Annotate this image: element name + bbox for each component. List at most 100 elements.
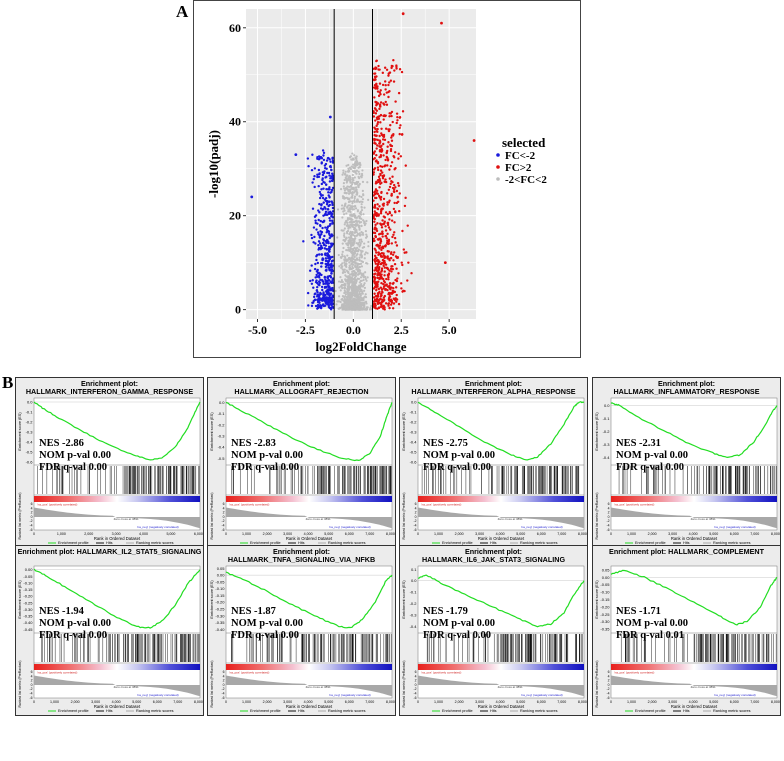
point-down xyxy=(324,285,327,289)
point-up xyxy=(397,302,401,306)
point-nonsig xyxy=(366,181,369,184)
point-nonsig xyxy=(337,253,340,257)
point-up xyxy=(393,183,396,187)
point-up xyxy=(400,282,403,285)
metric-tick-label: 2 xyxy=(31,679,33,683)
point-up xyxy=(392,59,395,62)
point-up xyxy=(393,151,397,154)
point-down xyxy=(317,184,320,188)
point-up xyxy=(389,149,393,153)
point-nonsig xyxy=(358,304,361,307)
metric-tick-label: -2 xyxy=(606,687,609,691)
point-nonsig xyxy=(351,157,355,160)
point-down xyxy=(317,175,321,179)
point-nonsig xyxy=(357,215,361,218)
point-nonsig xyxy=(365,279,368,282)
es-tick-label: -0.6 xyxy=(410,460,418,465)
point-down xyxy=(325,291,328,295)
point-up xyxy=(382,197,386,201)
point-down xyxy=(325,264,329,267)
point-up xyxy=(383,66,387,69)
es-tick-label: -0.15 xyxy=(215,593,225,598)
rank-tick-label: 1,000 xyxy=(50,700,59,704)
point-nonsig xyxy=(348,166,352,169)
point-down xyxy=(312,301,315,304)
point-up xyxy=(375,196,378,200)
metric-axis-label: Ranked list metric (PreRanked) xyxy=(595,492,599,539)
legend-profile-label: Enrichment profile xyxy=(58,541,89,545)
point-down xyxy=(318,196,322,200)
point-up xyxy=(381,208,384,211)
es-axis-label: Enrichment score (ES) xyxy=(210,412,214,451)
point-down xyxy=(323,181,326,184)
point-nonsig xyxy=(346,254,349,257)
point-up xyxy=(375,124,378,128)
point-up xyxy=(407,261,410,264)
point-up xyxy=(383,274,386,277)
point-down xyxy=(327,229,330,233)
point-down xyxy=(315,289,319,292)
point-up xyxy=(373,275,376,278)
point-up xyxy=(389,143,392,146)
point-nonsig xyxy=(341,242,344,245)
es-tick-label: -0.35 xyxy=(215,620,225,625)
point-nonsig xyxy=(353,278,357,281)
point-up xyxy=(400,287,403,290)
gsea-title: Enrichment plot: HALLMARK_ALLOGRAFT_REJE… xyxy=(234,379,369,396)
point-up xyxy=(382,264,385,268)
metric-tick-label: -2 xyxy=(606,519,609,523)
point-nonsig xyxy=(346,287,349,291)
rank-tick-label: 2,000 xyxy=(455,700,464,704)
point-up xyxy=(374,307,377,310)
point-nonsig xyxy=(349,247,352,250)
point-up xyxy=(379,297,382,300)
point-up xyxy=(377,251,380,254)
rank-gradient-bar xyxy=(226,496,392,502)
point-up xyxy=(389,300,392,303)
point-up xyxy=(375,129,378,133)
point-up xyxy=(387,304,390,307)
point-nonsig xyxy=(335,303,338,306)
point-down xyxy=(329,160,332,163)
point-extreme xyxy=(443,261,447,265)
point-down xyxy=(325,159,329,162)
point-up xyxy=(405,251,408,254)
point-up xyxy=(398,192,401,195)
point-nonsig xyxy=(348,231,352,235)
rank-gradient-bar xyxy=(34,496,200,502)
point-down xyxy=(314,242,317,245)
metric-tick-label: 4 xyxy=(415,674,417,678)
point-up xyxy=(379,223,383,226)
point-up xyxy=(384,287,387,291)
point-up xyxy=(382,93,386,96)
point-down xyxy=(317,209,320,212)
point-nonsig xyxy=(361,297,364,300)
gsea-stat-fdr: FDR q-val 0.00 xyxy=(39,630,107,641)
point-up xyxy=(378,260,381,264)
es-tick-label: -0.25 xyxy=(23,600,33,605)
point-down xyxy=(320,265,323,268)
point-up xyxy=(380,269,384,272)
point-up xyxy=(377,253,380,257)
rank-tick-label: 7,000 xyxy=(365,700,374,704)
point-up xyxy=(377,117,381,120)
rank-axis-label: Rank in Ordered Dataset xyxy=(286,536,333,541)
point-nonsig xyxy=(342,213,346,216)
point-up xyxy=(378,186,381,189)
point-nonsig xyxy=(363,242,366,245)
point-nonsig xyxy=(367,240,370,244)
enrichment-curve xyxy=(417,401,585,461)
point-up xyxy=(382,215,386,218)
point-up xyxy=(373,156,377,160)
point-down xyxy=(320,285,324,289)
gsea-plot: Enrichment plot: HALLMARK_TNFA_SIGNALING_… xyxy=(207,545,396,716)
es-tick-label: -0.05 xyxy=(215,579,225,584)
gsea-stat-fdr: FDR q-val 0.00 xyxy=(231,630,299,641)
point-nonsig xyxy=(361,169,364,172)
point-up xyxy=(374,119,377,122)
point-down xyxy=(330,269,333,273)
gsea-plot: Enrichment plot: HALLMARK_COMPLEMENT 0.05… xyxy=(592,545,781,716)
point-nonsig xyxy=(351,273,354,277)
point-up xyxy=(387,74,390,77)
legend-marker xyxy=(496,177,500,181)
